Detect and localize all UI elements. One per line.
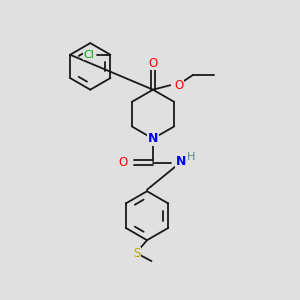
Text: S: S xyxy=(133,247,140,260)
Text: O: O xyxy=(175,79,184,92)
Text: H: H xyxy=(187,152,196,162)
Text: O: O xyxy=(148,57,158,70)
Text: N: N xyxy=(148,132,158,145)
Text: Cl: Cl xyxy=(83,50,94,60)
Text: N: N xyxy=(176,155,186,168)
Text: O: O xyxy=(118,156,127,169)
